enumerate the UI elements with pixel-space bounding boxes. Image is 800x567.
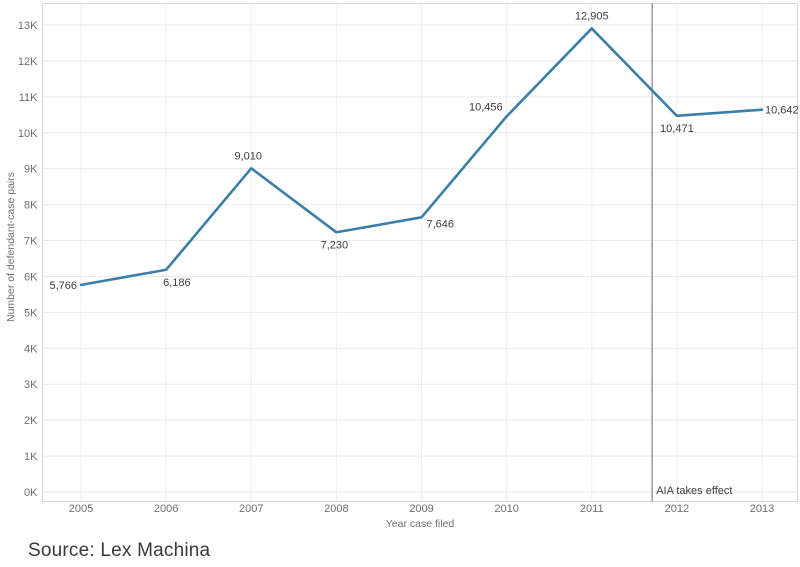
data-point-label: 10,456 (469, 101, 503, 113)
y-axis-title: Number of defendant-case pairs (5, 172, 17, 322)
y-tick-label: 5K (24, 307, 38, 319)
x-tick-label: 2007 (239, 503, 263, 515)
x-tick-label: 2008 (324, 503, 348, 515)
x-tick-label: 2011 (580, 503, 604, 515)
data-point-label: 10,471 (660, 123, 694, 135)
data-point-label: 7,230 (321, 239, 349, 251)
x-tick-label: 2009 (409, 503, 433, 515)
y-tick-label: 4K (24, 343, 38, 355)
y-tick-label: 13K (18, 20, 38, 32)
y-tick-label: 7K (24, 236, 38, 248)
y-tick-label: 10K (18, 128, 38, 140)
x-tick-label: 2012 (665, 503, 689, 515)
x-tick-label: 2006 (154, 503, 178, 515)
data-point-label: 12,905 (575, 10, 609, 22)
x-tick-label: 2013 (750, 503, 774, 515)
y-tick-label: 1K (24, 451, 38, 463)
chart-canvas: 0K 1K 2K 3K 4K 5K 6K 7K 8K 9K 10K 11K 12K 13K 2005 2006… (5, 3, 799, 530)
y-tick-label: 11K (19, 92, 38, 104)
source-note: Source: Lex Machina (28, 540, 211, 561)
plot-border (42, 3, 798, 502)
data-point-label: 7,646 (427, 218, 455, 230)
y-tick-label: 0K (24, 487, 38, 499)
y-tick-label: 6K (24, 271, 38, 283)
data-point-label: 6,186 (163, 277, 191, 289)
annotation-label: AIA takes effect (656, 485, 732, 497)
x-axis-title: Year case filed (386, 518, 455, 530)
y-tick-label: 12K (18, 56, 38, 68)
data-point-label: 9,010 (234, 150, 262, 162)
y-tick-label: 3K (24, 379, 38, 391)
y-tick-label: 8K (24, 200, 38, 212)
y-tick-label: 2K (24, 415, 38, 427)
x-tick-label: 2010 (494, 503, 518, 515)
data-point-label: 10,642 (765, 105, 799, 117)
y-tick-label: 9K (24, 164, 38, 176)
data-line (79, 27, 764, 287)
x-tick-label: 2005 (69, 503, 93, 515)
data-point-label: 5,766 (49, 280, 77, 292)
line-chart: 0K 1K 2K 3K 4K 5K 6K 7K 8K 9K 10K 11K 12K 13K 2005 2006… (5, 3, 799, 530)
